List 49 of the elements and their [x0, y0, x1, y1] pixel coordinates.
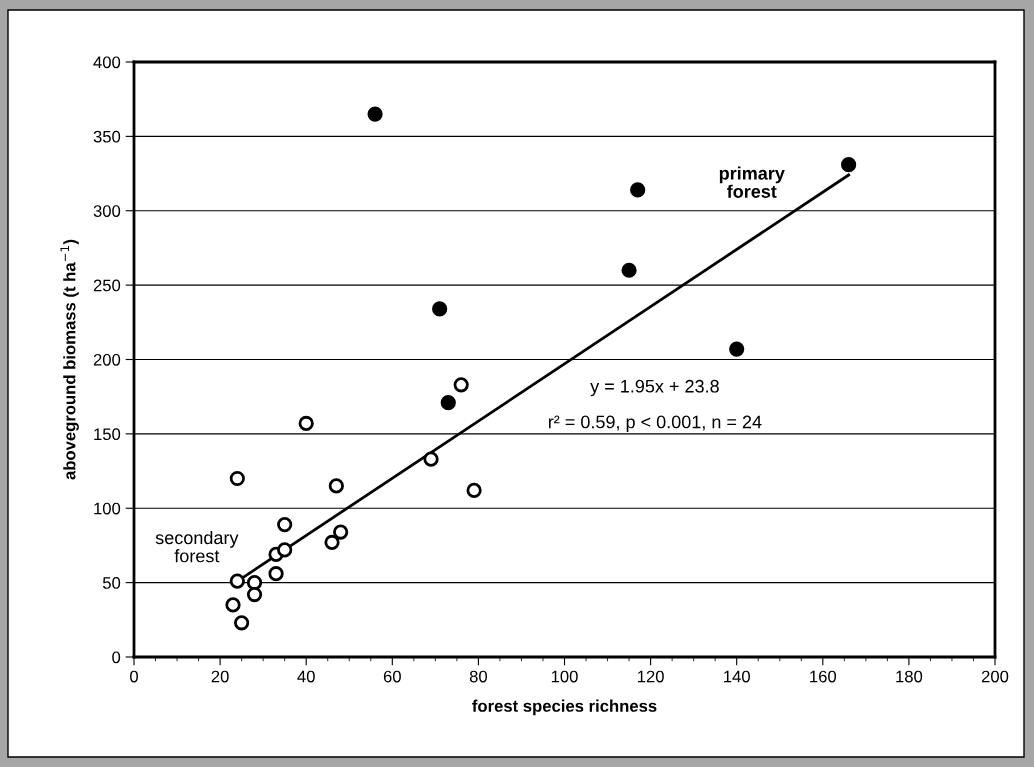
x-tick-label: 140	[724, 670, 750, 683]
x-tick-label: 20	[211, 670, 229, 683]
point	[229, 470, 245, 487]
point	[453, 377, 469, 393]
point	[246, 586, 263, 603]
x-tick-label: 40	[297, 670, 315, 683]
x-axis-title: forest species richness	[472, 699, 657, 716]
x-tick-label: 160	[810, 670, 837, 683]
point	[246, 575, 263, 591]
annotation: primary forest	[719, 166, 785, 198]
y-tick-label: 0	[112, 651, 121, 664]
y-axis-title: aboveground biomass (t ha$^{−1}$)	[60, 239, 79, 480]
point	[440, 395, 456, 411]
point	[423, 451, 439, 467]
y-tick-label: 350	[93, 130, 121, 143]
point	[466, 482, 482, 498]
y-tick-label: 250	[93, 279, 121, 292]
annotation: secondary forest	[155, 530, 239, 563]
point	[432, 301, 448, 317]
x-tick-label: 80	[469, 670, 488, 683]
x-tick-label: 180	[896, 670, 923, 683]
point	[333, 524, 349, 540]
point	[268, 566, 284, 582]
point	[234, 615, 250, 631]
x-tick-label: 200	[981, 670, 1009, 683]
point	[328, 478, 344, 494]
y-tick-label: 200	[93, 353, 121, 366]
y-tick-label: 150	[94, 428, 121, 441]
y-tick-label: 50	[102, 577, 121, 589]
x-tick-label: 60	[383, 670, 401, 683]
point	[277, 517, 293, 533]
point	[630, 182, 646, 198]
y-tick-label: 400	[93, 56, 121, 69]
annotation: y = 1.95x + 23.8	[590, 379, 719, 397]
y-tick-label: 300	[93, 205, 121, 217]
point	[277, 542, 293, 558]
point	[324, 534, 340, 551]
annotation: r² = 0.59, p < 0.001, n = 24	[548, 415, 762, 432]
x-tick-label: 100	[551, 670, 578, 683]
y-tick-label: 100	[94, 502, 121, 515]
point	[225, 597, 241, 613]
x-tick-label: 120	[637, 670, 664, 683]
point	[367, 106, 383, 122]
point	[621, 262, 637, 278]
point	[229, 573, 245, 589]
point	[298, 415, 314, 432]
x-tick-label: 0	[130, 670, 138, 683]
point	[729, 341, 745, 357]
point	[841, 157, 857, 173]
